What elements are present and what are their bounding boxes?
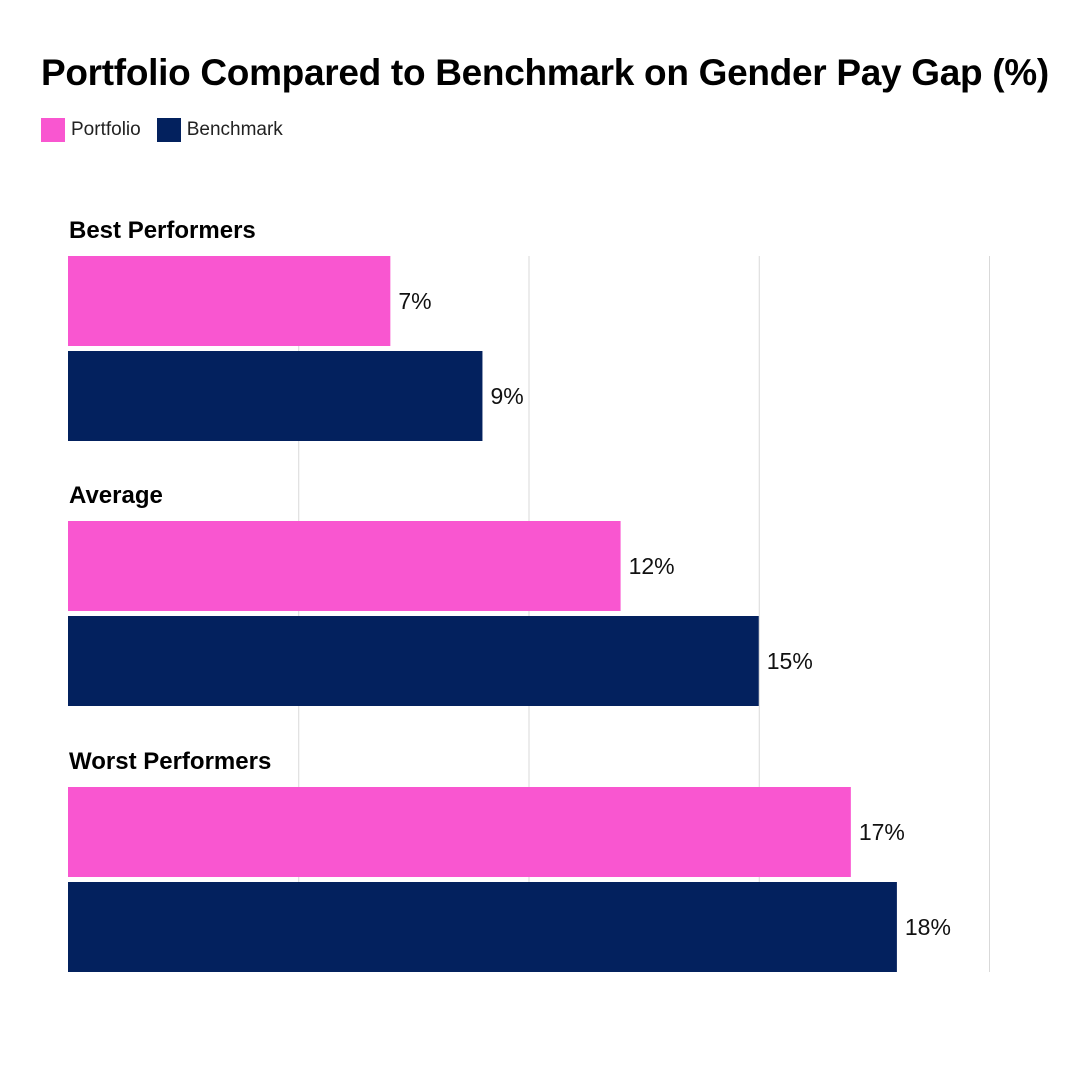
bar-portfolio xyxy=(68,787,851,877)
legend-swatch-portfolio xyxy=(41,118,65,142)
legend-label-portfolio: Portfolio xyxy=(71,119,141,140)
category-label: Average xyxy=(69,482,163,509)
category-label: Worst Performers xyxy=(69,748,271,775)
bar-benchmark xyxy=(68,351,483,441)
bar-benchmark xyxy=(68,616,759,706)
data-label: 17% xyxy=(859,819,905,845)
legend-swatch-benchmark xyxy=(156,118,181,142)
legend: Portfolio Benchmark xyxy=(41,118,299,142)
legend-item-benchmark: Benchmark xyxy=(156,118,283,142)
bar-benchmark xyxy=(68,882,897,972)
data-label: 15% xyxy=(767,648,813,674)
data-label: 7% xyxy=(398,288,431,314)
bar-portfolio xyxy=(68,256,391,346)
legend-item-portfolio: Portfolio xyxy=(41,118,141,142)
category-label: Best Performers xyxy=(69,217,256,244)
legend-label-benchmark: Benchmark xyxy=(186,119,283,140)
data-label: 9% xyxy=(490,383,523,409)
data-label: 12% xyxy=(629,553,675,579)
bar-portfolio xyxy=(68,521,621,611)
data-label: 18% xyxy=(905,914,951,940)
chart-title: Portfolio Compared to Benchmark on Gende… xyxy=(41,52,1049,93)
